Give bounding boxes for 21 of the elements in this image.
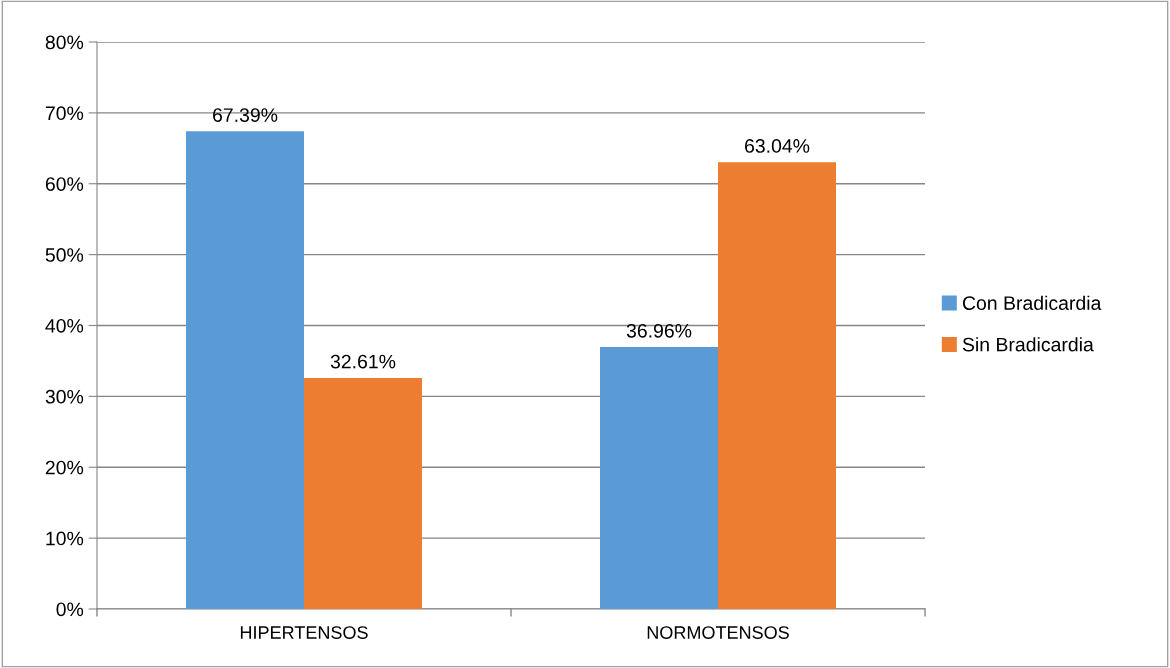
bar <box>304 377 422 609</box>
y-tick-label: 40% <box>45 318 84 333</box>
y-tick-label: 70% <box>45 106 84 121</box>
y-tick-label: 50% <box>45 248 84 262</box>
data-label: 67.39% <box>213 108 278 122</box>
bar <box>718 162 836 609</box>
y-tick-label: 30% <box>45 389 84 404</box>
data-label: 36.96% <box>626 323 692 338</box>
data-label: 63.04% <box>745 139 810 153</box>
bar <box>186 131 304 609</box>
data-label: 32.61% <box>330 354 396 369</box>
legend-label: Con Bradicardia <box>962 295 1102 310</box>
y-tick-label: 10% <box>46 531 84 546</box>
x-tick-label: NORMOTENSOS <box>647 626 789 639</box>
y-tick-label: 0% <box>56 602 84 617</box>
y-tick-label: 20% <box>45 460 84 475</box>
y-tick-label: 80% <box>45 35 84 50</box>
x-tick-label: HIPERTENSOS <box>240 626 368 639</box>
y-tick-label: 60% <box>45 177 84 191</box>
bar <box>600 347 718 609</box>
legend-label: Sin Bradicardia <box>962 337 1094 352</box>
